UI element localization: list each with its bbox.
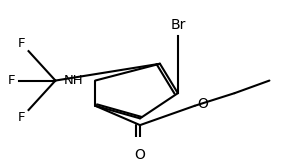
Text: NH: NH (64, 74, 84, 87)
Text: F: F (18, 111, 26, 124)
Text: O: O (135, 148, 145, 162)
Text: F: F (8, 74, 16, 87)
Text: O: O (198, 97, 208, 111)
Text: Br: Br (170, 18, 185, 32)
Text: F: F (18, 37, 26, 50)
